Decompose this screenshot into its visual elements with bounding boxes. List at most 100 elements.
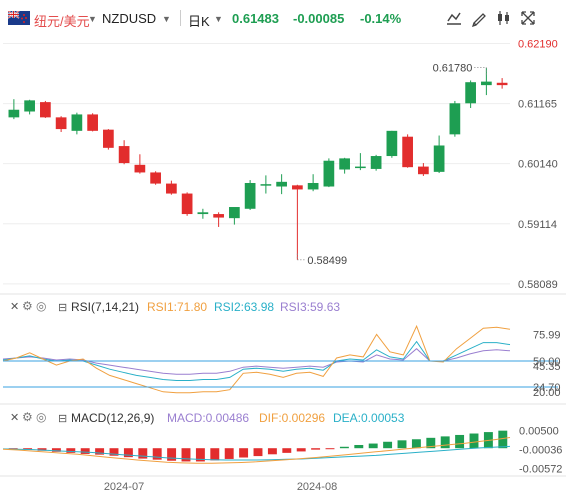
macd-bar — [354, 444, 364, 449]
close-icon: ✕ — [10, 301, 19, 313]
settings-icon: ⚙ — [22, 299, 33, 313]
chevron-down-icon[interactable]: ▼ — [162, 14, 171, 24]
macd-bar — [455, 434, 465, 449]
candle-body — [260, 184, 272, 186]
eye-icon: ◎ — [36, 299, 46, 313]
y-tick-label: 0.58089 — [518, 279, 558, 291]
macd-bar — [195, 448, 205, 462]
chevron-down-icon[interactable]: ▼ — [88, 14, 97, 24]
chart-header: 纽元/美元 ▼ NZDUSD ▼ 日K ▼ 0.61483 -0.00085 -… — [0, 0, 566, 36]
dea-legend: DEA:0.00053 — [333, 411, 405, 425]
candle-body — [496, 82, 508, 86]
x-tick-label: 2024-07 — [104, 481, 144, 493]
rsi1-legend: RSI1:71.80 — [147, 300, 207, 314]
y-tick-label: 0.00500 — [519, 425, 559, 437]
macd-bar — [440, 436, 450, 449]
macd-bar — [109, 448, 119, 456]
candle-body — [213, 214, 224, 218]
macd-bar — [498, 430, 508, 449]
macd-bar — [167, 448, 177, 461]
chevron-down-icon[interactable]: ▼ — [214, 14, 223, 24]
macd-bar — [267, 448, 277, 455]
y-tick-label: 20.00 — [533, 387, 561, 399]
candle-body — [370, 156, 382, 169]
y-tick-label: 45.35 — [533, 361, 561, 373]
dif-legend: DIF:0.00296 — [259, 411, 325, 425]
y-tick-label: 75.99 — [533, 329, 561, 341]
price-change: -0.00085 — [293, 11, 345, 26]
settings-icon: ⚙ — [22, 410, 33, 424]
y-tick-label: 24.70 — [533, 382, 561, 394]
y-tick-label: -0.00572 — [519, 464, 562, 476]
candle-body — [402, 136, 413, 168]
macd-bar — [138, 448, 148, 459]
macd-bar — [123, 448, 133, 458]
macd-bar — [368, 443, 378, 449]
macd-bar — [80, 448, 90, 454]
candle-body — [150, 172, 161, 184]
macd-bar — [253, 448, 263, 457]
macd-bar — [23, 448, 33, 450]
macd-legend: MACD:0.00486 — [167, 411, 249, 425]
flag-icon — [8, 11, 30, 25]
price-change-percent: -0.14% — [360, 11, 402, 26]
y-tick-label: 0.59114 — [518, 219, 557, 231]
eye-icon: ◎ — [36, 410, 46, 424]
y-tick-label: -0.00036 — [519, 444, 562, 456]
last-price: 0.61483 — [232, 11, 279, 26]
period-selector[interactable]: 日K — [188, 14, 210, 29]
draw-tool-icon[interactable] — [470, 9, 490, 27]
candle-body — [87, 114, 98, 131]
macd-bar — [66, 448, 76, 453]
high-label: 0.61780 — [433, 63, 473, 75]
candle-body — [323, 160, 335, 187]
candle-body — [339, 158, 350, 170]
y-tick-label: 0.62190 — [518, 39, 558, 51]
low-label: 0.58499 — [307, 255, 347, 267]
close-icon: ✕ — [10, 412, 19, 424]
fullscreen-icon[interactable] — [518, 9, 538, 27]
candle-body — [355, 166, 366, 169]
dif-line — [2, 437, 511, 464]
candle-body — [292, 185, 303, 190]
macd-bar — [426, 437, 436, 449]
candle-body — [24, 100, 35, 112]
candle-body — [197, 212, 209, 215]
macd-bar — [224, 448, 234, 459]
macd-bar — [282, 448, 292, 453]
candle-body — [118, 146, 130, 164]
macd-bar — [51, 448, 61, 452]
candle-body — [166, 183, 177, 194]
indicator-icon[interactable] — [444, 9, 464, 27]
rsi3-legend: RSI3:59.63 — [280, 300, 340, 314]
dea-line — [2, 445, 511, 461]
macd-bar — [95, 448, 105, 455]
pair-name[interactable]: 纽元/美元 — [34, 14, 90, 29]
macd-bar — [181, 448, 191, 462]
x-tick-label: 2024-08 — [297, 481, 337, 493]
candle-body — [229, 207, 240, 219]
candle-body — [386, 130, 398, 157]
candle-body — [465, 82, 476, 104]
rsi-title: RSI(7,14,21) — [71, 300, 139, 314]
macd-bar — [339, 446, 349, 449]
candle-body — [433, 145, 445, 172]
symbol-code: NZDUSD — [102, 11, 157, 26]
candle-body — [134, 164, 146, 173]
candle-body — [307, 182, 319, 190]
candle-body — [8, 109, 20, 118]
candle-body — [40, 102, 51, 118]
candle-style-icon[interactable] — [494, 9, 514, 27]
candle-body — [449, 103, 461, 135]
macd-bar — [311, 448, 321, 450]
macd-bar — [383, 441, 393, 449]
rsi1-line — [2, 324, 511, 394]
candle-body — [103, 129, 114, 148]
macd-bar — [239, 448, 249, 458]
header-divider — [180, 10, 181, 26]
macd-bar — [325, 448, 335, 450]
y-tick-label: 0.61165 — [518, 99, 557, 111]
macd-title: MACD(12,26,9) — [71, 411, 154, 425]
